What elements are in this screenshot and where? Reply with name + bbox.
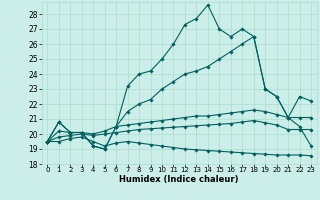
X-axis label: Humidex (Indice chaleur): Humidex (Indice chaleur) (119, 175, 239, 184)
